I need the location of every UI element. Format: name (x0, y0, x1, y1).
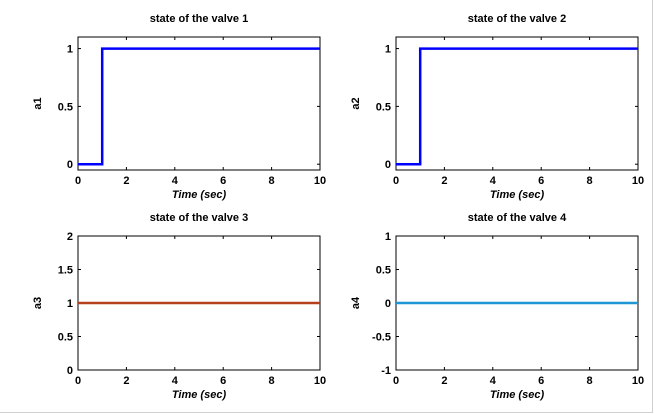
subplot-4: state of the valve 4 0 2 4 6 8 10 -1 -0.5 0 0.5 1 Ti… (350, 212, 644, 401)
series-line (78, 47, 320, 166)
x-tick-label: 6 (220, 375, 226, 387)
y-tick-label: 1.5 (58, 265, 73, 277)
y-tick-label: 0 (67, 159, 73, 171)
y-tick-label: 1 (385, 231, 391, 243)
x-tick-label: 8 (269, 375, 275, 387)
y-axis-label: a4 (350, 296, 362, 309)
axes-box (77, 36, 321, 171)
x-tick-label: 0 (75, 375, 81, 387)
x-tick-label: 2 (123, 175, 129, 187)
x-tick-label: 4 (172, 375, 179, 387)
x-tick-label: 10 (632, 375, 644, 387)
y-tick-label: 0.5 (376, 265, 391, 277)
y-tick-label: -0.5 (372, 332, 391, 344)
y-tick-label: 0 (67, 365, 73, 377)
x-tick-label: 4 (172, 175, 179, 187)
x-tick-label: 4 (490, 175, 497, 187)
y-tick-label: 0 (385, 159, 391, 171)
x-axis-label: Time (sec) (172, 189, 227, 201)
x-tick-label: 0 (75, 175, 81, 187)
x-tick-label: 2 (441, 375, 447, 387)
x-tick-label: 8 (587, 375, 593, 387)
subplot-title: state of the valve 2 (468, 13, 566, 25)
y-tick-label: 1 (67, 44, 73, 56)
y-axis-label: a1 (32, 97, 44, 109)
subplot-title: state of the valve 4 (468, 212, 567, 224)
y-axis-label: a2 (350, 97, 362, 109)
axes-box (395, 36, 639, 171)
y-tick-label: -1 (381, 365, 391, 377)
y-tick-label: 2 (67, 231, 73, 243)
x-tick-label: 4 (490, 375, 497, 387)
x-axis-label: Time (sec) (172, 389, 227, 401)
x-axis-label: Time (sec) (490, 389, 545, 401)
subplot-title: state of the valve 1 (150, 13, 248, 25)
y-tick-label: 0 (385, 298, 391, 310)
series-line (396, 47, 638, 166)
y-tick-label: 0.5 (58, 101, 73, 113)
x-tick-label: 8 (269, 175, 275, 187)
y-tick-label: 1 (385, 44, 391, 56)
x-tick-label: 10 (314, 375, 326, 387)
x-tick-label: 10 (314, 175, 326, 187)
x-tick-label: 2 (441, 175, 447, 187)
subplot-2: state of the valve 2 0 2 4 6 8 10 0 0.5 1 Time (se… (350, 13, 644, 201)
y-tick-label: 0.5 (58, 332, 73, 344)
subplot-title: state of the valve 3 (150, 212, 248, 224)
subplot-1: state of the valve 1 0 2 4 6 8 10 0 0.5 1 Time (se… (32, 13, 326, 201)
x-tick-label: 6 (220, 175, 226, 187)
x-tick-label: 0 (393, 375, 399, 387)
y-tick-label: 0.5 (376, 101, 391, 113)
x-axis-label: Time (sec) (490, 189, 545, 201)
subplot-3: state of the valve 3 0 2 4 6 8 10 0 0.5 1 1.5 2 Time… (32, 212, 326, 401)
x-tick-label: 2 (123, 375, 129, 387)
x-tick-label: 0 (393, 175, 399, 187)
x-tick-label: 6 (538, 375, 544, 387)
y-axis-label: a3 (32, 297, 44, 309)
x-tick-label: 10 (632, 175, 644, 187)
x-tick-label: 6 (538, 175, 544, 187)
x-tick-label: 8 (587, 175, 593, 187)
y-tick-label: 1 (67, 298, 73, 310)
